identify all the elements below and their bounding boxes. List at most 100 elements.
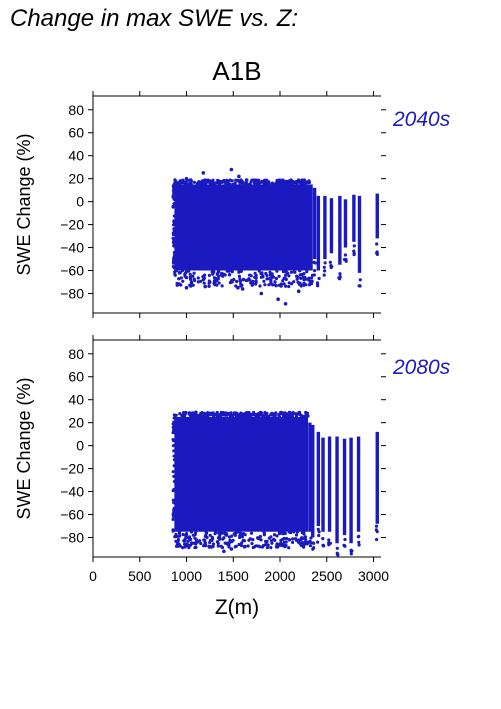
- scatter-point: [172, 458, 176, 462]
- scatter-point: [247, 277, 251, 281]
- scatter-point: [305, 542, 309, 546]
- scatter-point: [268, 273, 273, 277]
- scatter-point: [342, 257, 347, 262]
- scatter-point: [238, 181, 242, 185]
- scatter-point: [329, 264, 333, 268]
- scatter-point: [183, 180, 187, 185]
- scatter-point: [203, 541, 207, 545]
- scatter-point: [271, 283, 275, 287]
- scatter-point: [273, 412, 277, 416]
- scatter-point: [212, 282, 216, 286]
- scatter-point: [269, 535, 273, 539]
- scatter-point: [289, 270, 294, 274]
- scatter-point: [201, 275, 205, 279]
- scatter-point: [294, 537, 298, 541]
- scatter-point: [300, 272, 304, 277]
- scatter-point: [218, 533, 222, 537]
- x-tick-label: 3000: [358, 568, 389, 584]
- scatter-point: [251, 545, 255, 550]
- scatter-point: [275, 178, 279, 182]
- y-tick-label: 40: [68, 148, 84, 164]
- scatter-point: [317, 530, 321, 534]
- scatter-point: [172, 256, 176, 259]
- scatter-point: [270, 182, 274, 186]
- scatter-point: [254, 280, 258, 284]
- scatter-point: [274, 181, 278, 185]
- scatter-point: [335, 546, 339, 550]
- scatter-point: [190, 412, 194, 416]
- scatter-point: [248, 182, 252, 186]
- scatter-point: [172, 474, 176, 478]
- scatter-point: [187, 269, 191, 273]
- scatter-point: [172, 227, 176, 231]
- scatter-point: [352, 249, 356, 253]
- scatter-point: [358, 278, 362, 282]
- scatter-point: [240, 541, 244, 545]
- scatter-point: [336, 553, 340, 557]
- scatter-point: [183, 542, 187, 547]
- scatter-point: [178, 412, 182, 416]
- scatter-point: [327, 538, 331, 542]
- scatter-point: [290, 282, 294, 286]
- scatter-point: [338, 272, 342, 276]
- scatter-point: [234, 531, 238, 535]
- scatter-point: [174, 532, 178, 536]
- scatter-point: [269, 412, 273, 416]
- scatter-point: [208, 533, 212, 537]
- scatter-point: [239, 284, 243, 288]
- scatter-point: [311, 541, 315, 545]
- y-tick-label: −60: [60, 507, 84, 523]
- scatter-point: [253, 271, 257, 275]
- scatter-point: [239, 543, 243, 548]
- scatter-point: [343, 253, 347, 257]
- scatter-point: [200, 179, 204, 183]
- scatter-point: [284, 269, 288, 273]
- y-axis-title: SWE Change (%): [14, 377, 34, 519]
- axes: [88, 335, 386, 562]
- scatter-point: [284, 412, 288, 416]
- y-tick-label: −60: [60, 263, 84, 279]
- scatter-point: [196, 276, 200, 280]
- scatter-point: [279, 410, 283, 415]
- scatter-point: [287, 274, 291, 278]
- y-axis-title: SWE Change (%): [14, 133, 34, 275]
- panel-2040s: 80 60 40 20 0 −20 −40 −60 −80 SWE Change (%) 2040s: [14, 91, 451, 318]
- scatter-point: [217, 274, 221, 278]
- scatter-point: [172, 449, 176, 453]
- scatter-point: [283, 302, 288, 306]
- scatter-point: [263, 411, 267, 415]
- scatter-point: [323, 269, 327, 273]
- scatter-point: [234, 544, 238, 548]
- scatter-point: [213, 532, 217, 536]
- scatter-point: [216, 541, 220, 546]
- scatter-point: [242, 544, 247, 549]
- x-tick-label: 1500: [218, 568, 249, 584]
- scatter-point: [260, 179, 264, 183]
- scatter-point: [172, 186, 175, 190]
- scatter-point: [171, 444, 175, 448]
- scatter-point: [312, 273, 316, 277]
- scatter-point: [295, 530, 299, 534]
- scatter-point: [231, 538, 235, 543]
- scatter-point: [240, 287, 245, 291]
- scatter-point: [290, 182, 294, 186]
- scatter-point: [240, 412, 245, 417]
- scatter-point: [267, 414, 271, 418]
- scatter-point: [219, 273, 223, 277]
- scatter-point: [266, 182, 270, 186]
- scatter-point: [192, 271, 196, 275]
- scatter-point: [204, 533, 208, 537]
- dense-point-cloud: [174, 416, 309, 532]
- scatter-point: [181, 546, 185, 550]
- scatter-point: [307, 278, 311, 282]
- scatter-point: [172, 506, 176, 510]
- scatter-point: [171, 204, 175, 208]
- scatter-point: [171, 236, 175, 240]
- scatter-point: [177, 277, 181, 281]
- scatter-point: [284, 277, 288, 281]
- scatter-point: [276, 297, 280, 302]
- scatter-point: [172, 431, 176, 435]
- scatter-point: [172, 244, 176, 248]
- scatter-point: [285, 536, 289, 541]
- scatter-point: [210, 535, 214, 540]
